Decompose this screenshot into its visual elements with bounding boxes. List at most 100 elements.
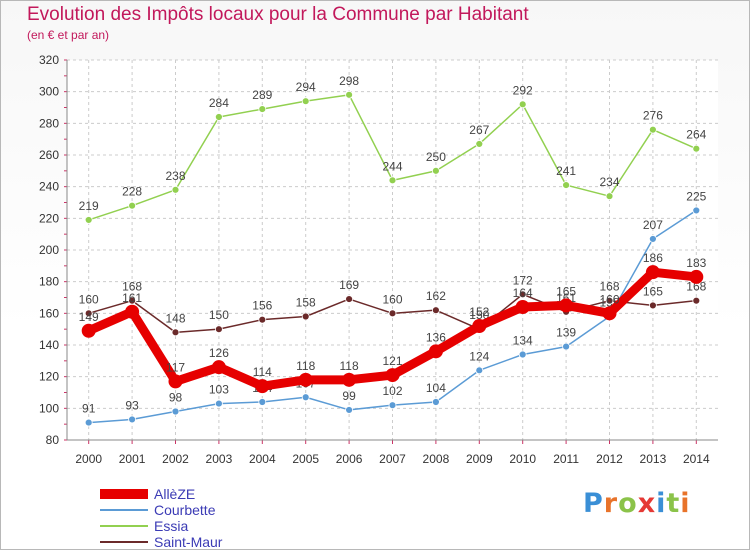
x-tick-label: 2004 [249, 452, 276, 466]
data-label: 169 [339, 278, 359, 292]
data-label: 104 [426, 381, 446, 395]
data-point [518, 350, 527, 359]
legend-swatch [100, 489, 148, 499]
data-point [84, 216, 93, 224]
data-label: 134 [513, 334, 533, 348]
data-label: 172 [513, 273, 533, 287]
data-point [345, 406, 354, 414]
data-label: 126 [209, 346, 229, 360]
x-tick-label: 2002 [162, 452, 189, 466]
data-label: 158 [296, 296, 316, 310]
x-tick-label: 2012 [596, 452, 623, 466]
data-point [214, 113, 223, 121]
data-label: 162 [426, 289, 446, 303]
data-point [255, 379, 270, 394]
data-label: 183 [686, 256, 706, 270]
data-point [428, 344, 443, 359]
logo-letter: o [618, 488, 638, 519]
data-point [171, 328, 180, 337]
x-tick-label: 2001 [119, 452, 146, 466]
data-point [518, 290, 527, 299]
data-label: 161 [122, 291, 142, 305]
data-point [171, 407, 180, 416]
y-tick-label: 180 [39, 275, 59, 289]
data-label: 228 [122, 185, 142, 199]
data-point [689, 269, 704, 284]
data-point [645, 265, 660, 280]
data-point [301, 97, 310, 106]
data-point [388, 176, 397, 185]
logo-letter: x [637, 488, 657, 519]
data-label: 234 [599, 175, 619, 189]
data-label: 114 [253, 365, 272, 379]
data-label: 121 [382, 354, 402, 368]
data-point [518, 100, 527, 109]
data-label: 267 [469, 123, 489, 137]
data-label: 149 [79, 310, 99, 324]
data-label: 136 [426, 330, 446, 344]
data-label: 284 [209, 96, 229, 110]
data-label: 264 [686, 128, 706, 142]
data-point [301, 312, 310, 321]
data-label: 294 [296, 80, 316, 94]
data-point [171, 185, 180, 194]
y-tick-label: 280 [39, 116, 59, 130]
y-tick-label: 140 [39, 338, 59, 352]
data-label: 124 [469, 349, 489, 363]
data-label: 276 [643, 109, 663, 123]
x-tick-label: 2006 [336, 452, 363, 466]
y-tick-label: 120 [39, 370, 59, 384]
logo-letter: i [680, 488, 691, 519]
data-point [475, 366, 484, 375]
x-tick-label: 2014 [683, 452, 710, 466]
y-tick-label: 260 [39, 148, 59, 162]
data-label: 117 [166, 360, 185, 374]
data-point [128, 415, 137, 424]
x-tick-label: 2009 [466, 452, 493, 466]
legend-label: AllèZE [154, 486, 196, 502]
data-point [128, 296, 137, 305]
data-point [431, 398, 440, 406]
x-tick-label: 2005 [292, 452, 319, 466]
legend-label: Courbette [154, 502, 216, 518]
logo-letter: r [603, 488, 619, 519]
data-label: 148 [165, 311, 185, 325]
data-point [128, 201, 137, 210]
data-label: 93 [125, 398, 139, 412]
data-point [692, 296, 701, 305]
y-tick-label: 100 [39, 401, 59, 415]
data-point [168, 374, 183, 389]
data-label: 118 [296, 359, 315, 373]
chart-title: Evolution des Impôts locaux pour la Comm… [27, 4, 529, 25]
y-tick-label: 300 [39, 85, 59, 99]
data-label: 165 [556, 284, 576, 298]
y-tick-label: 220 [39, 211, 59, 225]
data-point [515, 300, 530, 314]
data-label: 165 [643, 284, 663, 298]
data-point [605, 296, 614, 305]
data-point [214, 325, 223, 334]
x-tick-label: 2010 [509, 452, 536, 466]
y-tick-label: 240 [39, 180, 59, 194]
data-point [258, 315, 267, 324]
data-label: 168 [599, 280, 619, 294]
data-point [84, 418, 93, 427]
data-point [605, 192, 614, 201]
data-label: 250 [426, 150, 446, 164]
data-label: 186 [643, 251, 663, 265]
data-point [475, 140, 484, 148]
logo-letter: P [583, 488, 604, 519]
data-point [345, 90, 354, 99]
data-point [298, 372, 313, 387]
data-point [258, 398, 267, 406]
data-label: 225 [686, 189, 706, 203]
data-label: 99 [342, 389, 356, 403]
x-tick-label: 2007 [379, 452, 406, 466]
data-label: 160 [79, 292, 99, 306]
data-label: 150 [209, 308, 229, 322]
data-label: 139 [556, 326, 576, 340]
x-tick-label: 2013 [640, 452, 667, 466]
data-label: 156 [252, 299, 272, 313]
data-point [211, 360, 226, 375]
